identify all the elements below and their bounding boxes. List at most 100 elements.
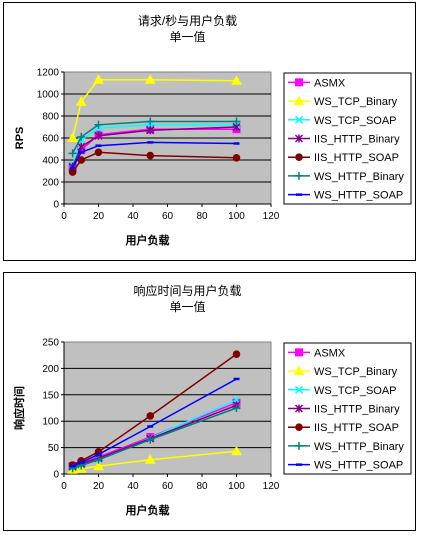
chart-1-ytick-label: 800 xyxy=(42,112,59,123)
chart-2-xtick-label: 80 xyxy=(196,481,208,492)
chart-1-legend-entry-label: IIS_HTTP_Binary xyxy=(314,134,400,146)
chart-1-legend-entry-marker xyxy=(294,115,304,124)
response-time-chart-panel: 响应时间与用户负载 单一值 0 50 100 150 200 250 0 20 40 60 80 100 1… xyxy=(3,272,416,531)
chart-1-xtick-label: 100 xyxy=(228,211,245,222)
chart-1-series-iis-http-soap-point xyxy=(232,154,241,162)
chart-1-xtick-label: 120 xyxy=(263,211,280,222)
chart-1-series-ws-http-binary-point xyxy=(146,117,155,126)
chart-2-y-axis-label: 响应时间 xyxy=(12,386,26,430)
chart-1-series-ws-tcp-binary-point-shape xyxy=(144,74,156,84)
rps-chart-panel: 请求/秒与用户负载 单一值 0 200 400 600 800 1000 1200 0 20 40 60… xyxy=(3,2,416,261)
chart-1-legend-entry-marker-shape xyxy=(294,115,304,124)
chart-2-legend-entry-marker-shape xyxy=(294,385,304,394)
chart-2-x-axis-label: 用户负载 xyxy=(126,503,170,517)
chart-1-series-ws-http-binary-point-shape xyxy=(146,117,155,126)
chart-1-series-ws-http-binary-point-shape xyxy=(77,132,86,141)
chart-1-legend-entry-marker-shape xyxy=(293,95,305,106)
chart-2-legend-entry-marker-shape xyxy=(295,423,303,432)
chart-2-legend-entry-marker xyxy=(294,385,304,394)
chart-1-series-iis-http-soap-point-shape xyxy=(68,168,77,176)
chart-1-subtitle: 单一值 xyxy=(169,29,205,44)
chart-2-ytick-label: 200 xyxy=(42,364,59,375)
chart-2-series-ws-http-binary-point-shape xyxy=(94,455,103,464)
chart-2-series-ws-http-binary-point xyxy=(146,435,155,444)
chart-1-legend-entry-label: ASMX xyxy=(314,77,346,89)
chart-1-series-ws-http-binary-point xyxy=(232,117,241,126)
chart-2-series-iis-http-soap-point xyxy=(232,350,241,358)
chart-2-series-iis-http-soap-point xyxy=(146,412,155,420)
chart-1-xtick-label: 20 xyxy=(93,211,105,222)
chart-1-xtick-label: 0 xyxy=(61,211,67,222)
chart-2-legend-entry-label: WS_HTTP_Binary xyxy=(314,441,404,453)
chart-2-series-ws-http-binary-point-shape xyxy=(146,435,155,444)
chart-2-series-ws-tcp-binary-point-shape xyxy=(144,454,156,464)
chart-1-series-ws-tcp-binary-point-shape xyxy=(67,132,78,142)
chart-2-legend-entry-marker xyxy=(295,441,303,450)
chart-2-ytick-label: 50 xyxy=(48,443,60,454)
chart-1-series-iis-http-binary-point xyxy=(146,126,155,135)
chart-1-xtick-label: 40 xyxy=(127,211,139,222)
chart-2-legend-entry-label: ASMX xyxy=(314,347,346,359)
chart-2-ytick-label: 100 xyxy=(42,417,59,428)
chart-1-series-ws-http-binary-point xyxy=(68,149,77,158)
chart-1-series-iis-http-binary-point-shape xyxy=(146,126,155,135)
chart-1-xtick-label: 80 xyxy=(196,211,208,222)
chart-2-xtick-label: 40 xyxy=(127,481,139,492)
chart-2-series-ws-http-binary-point xyxy=(94,455,103,464)
chart-1-series-iis-http-soap-point xyxy=(146,151,155,160)
chart-2-xtick-label: 0 xyxy=(61,481,67,492)
chart-1-legend-entry-label: WS_TCP_Binary xyxy=(314,96,398,108)
chart-1-series-ws-tcp-binary-point xyxy=(144,74,156,84)
chart-1-legend-entry-label: IIS_HTTP_SOAP xyxy=(314,152,399,164)
chart-1-series-iis-http-binary-point-shape xyxy=(77,142,86,151)
chart-1-legend-entry-marker-shape xyxy=(295,171,303,180)
chart-2-series-iis-http-soap-point-shape xyxy=(232,350,241,358)
chart-1-series-iis-http-soap-point-shape xyxy=(232,154,241,162)
chart-1-legend-entry-marker xyxy=(293,95,305,106)
chart-2-legend-entry-marker-shape xyxy=(294,404,304,413)
chart-2-legend-entry-marker xyxy=(295,423,303,432)
chart-2-xtick-label: 120 xyxy=(263,481,280,492)
chart-2-legend-entry-marker-shape xyxy=(293,365,305,376)
chart-1-title: 请求/秒与用户负载 xyxy=(138,13,237,28)
chart-2-legend-entry-label: WS_TCP_Binary xyxy=(314,366,398,378)
chart-2-series-ws-tcp-binary-point xyxy=(231,445,242,456)
chart-2-series-ws-http-binary-point xyxy=(232,404,241,412)
chart-1-series-iis-http-soap-point-shape xyxy=(146,151,155,160)
chart-1-series-ws-http-binary-point xyxy=(77,132,86,141)
chart-2-legend-entry-label: WS_TCP_SOAP xyxy=(314,385,397,397)
chart-2-xtick-label: 100 xyxy=(228,481,245,492)
chart-1-series-ws-tcp-binary-point-shape xyxy=(75,96,87,106)
chart-2-ytick-label: 250 xyxy=(42,338,59,349)
chart-1-ytick-label: 0 xyxy=(53,200,59,211)
chart-2-series-iis-http-soap-point-shape xyxy=(146,412,155,420)
chart-2-xtick-label: 60 xyxy=(162,481,174,492)
chart-1-ytick-label: 1000 xyxy=(37,90,60,101)
chart-1-legend-entry-marker-shape xyxy=(295,153,303,162)
chart-1-legend-entry-label: WS_HTTP_Binary xyxy=(314,171,404,183)
chart-1-series-ws-tcp-binary-point xyxy=(231,75,242,85)
chart-1-series-iis-http-soap-point-shape xyxy=(94,148,103,157)
chart-1-series-ws-tcp-binary-point xyxy=(67,132,78,142)
chart-1-xtick-label: 60 xyxy=(162,211,174,222)
chart-2-series-ws-tcp-binary-point-shape xyxy=(231,445,242,456)
chart-1-ytick-label: 200 xyxy=(42,178,59,189)
chart-2-ytick-label: 0 xyxy=(53,470,59,481)
chart-2-subtitle: 单一值 xyxy=(169,299,205,314)
chart-1-y-axis-label: RPS xyxy=(14,127,26,150)
chart-1-legend-entry-marker xyxy=(295,78,303,87)
chart-1-series-ws-tcp-binary-point xyxy=(75,96,87,106)
chart-1-legend-entry-marker-shape xyxy=(294,134,304,143)
chart-1-legend-entry-marker-shape xyxy=(295,78,303,87)
chart-1-series-ws-tcp-binary-point xyxy=(93,74,104,84)
chart-2-xtick-label: 20 xyxy=(93,481,105,492)
chart-1-series-iis-http-binary-point-shape xyxy=(94,131,103,140)
chart-1-series-iis-http-soap-point xyxy=(77,156,86,164)
chart-1-series-iis-http-binary-point xyxy=(77,142,86,151)
chart-1-ytick-label: 400 xyxy=(42,156,59,167)
chart-2-ytick-label: 150 xyxy=(42,390,59,401)
chart-2-legend-entry-marker xyxy=(293,365,305,376)
chart-1-legend-entry-marker xyxy=(295,153,303,162)
